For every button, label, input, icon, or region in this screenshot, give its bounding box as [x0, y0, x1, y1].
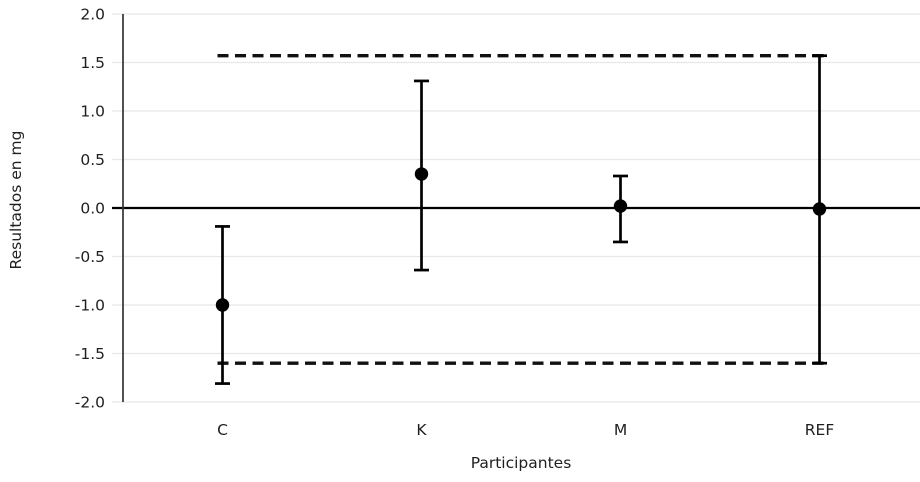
- y-tick-label: 0.5: [80, 151, 105, 169]
- gridline-layer: [112, 13, 920, 403]
- y-tick-label: -2.0: [75, 394, 105, 412]
- y-tick-label: -1.5: [75, 345, 105, 363]
- data-point-M: [613, 199, 628, 213]
- y-tick-label: 1.5: [80, 54, 105, 72]
- y-tick-label: 0.0: [80, 200, 105, 218]
- reference-line-layer: [217, 54, 828, 365]
- data-layer: [215, 54, 827, 385]
- x-tick-label-REF: REF: [805, 421, 835, 439]
- error-bar-M: [613, 174, 628, 244]
- axis-layer: [112, 14, 920, 402]
- x-axis-title: Participantes: [471, 454, 572, 472]
- x-tick-label-K: K: [416, 421, 427, 439]
- y-tick-label: -0.5: [75, 248, 105, 266]
- label-layer: 2.0 1.5 1.0 0.5 0.0 -0.5 -1.0 -1.5 -2.0 C K M REF: [75, 6, 835, 440]
- y-tick-label: -1.0: [75, 297, 105, 315]
- y-tick-label: 1.0: [80, 103, 105, 121]
- error-bar-REF: [812, 54, 827, 365]
- x-tick-label-C: C: [217, 421, 228, 439]
- error-bar-C: [215, 225, 230, 385]
- data-point-K: [414, 167, 429, 181]
- x-tick-label-M: M: [614, 421, 627, 439]
- data-point-C: [215, 298, 230, 312]
- y-axis-title: Resultados en mg: [7, 131, 25, 270]
- y-tick-label: 2.0: [80, 6, 105, 24]
- data-point-REF: [812, 202, 827, 216]
- error-bar-K: [414, 79, 429, 272]
